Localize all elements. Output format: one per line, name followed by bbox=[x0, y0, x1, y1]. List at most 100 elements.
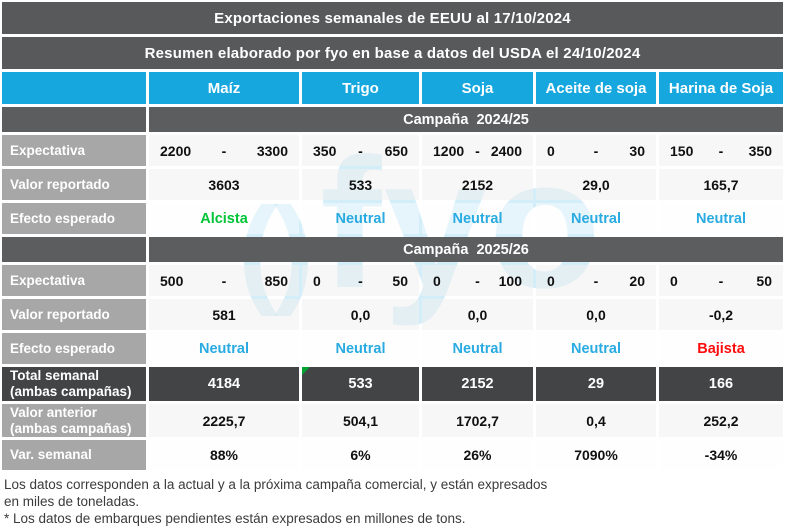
var-aceite: 7090% bbox=[536, 440, 656, 470]
expectativa-2024-maiz: 2200 - 3300 bbox=[149, 135, 299, 166]
expectativa-2024-aceite: 0 - 30 bbox=[536, 135, 656, 166]
range-min: 0 bbox=[433, 272, 441, 289]
anterior-harina: 252,2 bbox=[659, 404, 783, 437]
column-header-maiz: Maíz bbox=[149, 72, 299, 104]
efecto-2025-harina: Bajista bbox=[659, 333, 783, 364]
efecto-2025-maiz: Neutral bbox=[149, 333, 299, 364]
footnote-line: * Los datos de embarques pendientes está… bbox=[4, 510, 466, 526]
valor-2025-soja: 0,0 bbox=[422, 299, 533, 330]
range-max: 50 bbox=[756, 272, 772, 289]
range-min: 1200 bbox=[433, 142, 465, 159]
total-soja: 2152 bbox=[422, 367, 533, 401]
expectativa-2024-trigo: 350 - 650 bbox=[302, 135, 419, 166]
valor-2025-aceite: 0,0 bbox=[536, 299, 656, 330]
range-sep: - bbox=[475, 142, 480, 159]
efecto-2024-soja: Neutral bbox=[422, 203, 533, 234]
valor-2024-aceite: 29,0 bbox=[536, 169, 656, 200]
range-sep: - bbox=[221, 142, 227, 159]
valor-2024-soja: 2152 bbox=[422, 169, 533, 200]
valor-2024-trigo: 533 bbox=[302, 169, 419, 200]
corner-header-cell bbox=[2, 72, 146, 104]
expectativa-2024-harina: 150 - 350 bbox=[659, 135, 783, 166]
range-sep: - bbox=[358, 142, 363, 159]
expectativa-2025-maiz: 500 - 850 bbox=[149, 265, 299, 296]
row-label-expectativa-1: Expectativa bbox=[2, 135, 146, 166]
anterior-soja: 1702,7 bbox=[422, 404, 533, 437]
report-title: Exportaciones semanales de EEUU al 17/10… bbox=[2, 2, 783, 34]
efecto-2025-soja: Neutral bbox=[422, 333, 533, 364]
range-min: 0 bbox=[547, 272, 555, 289]
row-label-valor-reportado-2: Valor reportado bbox=[2, 299, 146, 330]
row-label-expectativa-2: Expectativa bbox=[2, 265, 146, 296]
range-sep: - bbox=[718, 142, 724, 159]
range-min: 0 bbox=[670, 272, 678, 289]
efecto-2025-trigo: Neutral bbox=[302, 333, 419, 364]
row-label-var-semanal: Var. semanal bbox=[2, 440, 146, 470]
range-max: 3300 bbox=[256, 142, 288, 159]
total-aceite: 29 bbox=[536, 367, 656, 401]
export-table: Exportaciones semanales de EEUU al 17/10… bbox=[2, 2, 783, 470]
efecto-2025-aceite: Neutral bbox=[536, 333, 656, 364]
efecto-2024-harina: Neutral bbox=[659, 203, 783, 234]
report-subtitle: Resumen elaborado por fyo en base a dato… bbox=[2, 37, 783, 69]
row-label-efecto-1: Efecto esperado bbox=[2, 203, 146, 234]
valor-2025-maiz: 581 bbox=[149, 299, 299, 330]
campaign-2-header: Campaña 2025/26 bbox=[149, 237, 783, 262]
expectativa-2024-soja: 1200 - 2400 bbox=[422, 135, 533, 166]
total-trigo-value: 533 bbox=[348, 376, 373, 392]
range-sep: - bbox=[593, 272, 599, 289]
range-min: 2200 bbox=[160, 142, 192, 159]
valor-2024-maiz: 3603 bbox=[149, 169, 299, 200]
var-soja: 26% bbox=[422, 440, 533, 470]
footnotes: Los datos corresponden a la actual y a l… bbox=[0, 472, 785, 528]
anterior-maiz: 2225,7 bbox=[149, 404, 299, 437]
valor-2024-harina: 165,7 bbox=[659, 169, 783, 200]
anterior-aceite: 0,4 bbox=[536, 404, 656, 437]
range-min: 350 bbox=[313, 142, 337, 159]
campaign-2-label-spacer bbox=[2, 237, 146, 262]
var-harina: -34% bbox=[659, 440, 783, 470]
range-min: 500 bbox=[160, 272, 184, 289]
range-max: 350 bbox=[748, 142, 772, 159]
range-sep: - bbox=[593, 142, 599, 159]
campaign-1-label-spacer bbox=[2, 107, 146, 132]
range-min: 150 bbox=[670, 142, 694, 159]
range-max: 100 bbox=[498, 272, 522, 289]
column-header-trigo: Trigo bbox=[302, 72, 419, 104]
row-label-efecto-2: Efecto esperado bbox=[2, 333, 146, 364]
range-max: 30 bbox=[629, 142, 645, 159]
range-max: 2400 bbox=[490, 142, 522, 159]
column-header-aceite: Aceite de soja bbox=[536, 72, 656, 104]
var-trigo: 6% bbox=[302, 440, 419, 470]
range-sep: - bbox=[221, 272, 227, 289]
range-min: 0 bbox=[547, 142, 555, 159]
row-label-valor-reportado-1: Valor reportado bbox=[2, 169, 146, 200]
range-sep: - bbox=[475, 272, 480, 289]
efecto-2024-trigo: Neutral bbox=[302, 203, 419, 234]
total-harina: 166 bbox=[659, 367, 783, 401]
expectativa-2025-trigo: 0 - 50 bbox=[302, 265, 419, 296]
row-label-valor-anterior: Valor anterior (ambas campañas) bbox=[2, 404, 146, 437]
cell-note-marker bbox=[302, 367, 310, 375]
range-max: 850 bbox=[264, 272, 288, 289]
expectativa-2025-aceite: 0 - 20 bbox=[536, 265, 656, 296]
campaign-1-header: Campaña 2024/25 bbox=[149, 107, 783, 132]
range-max: 50 bbox=[392, 272, 408, 289]
row-label-total-semanal: Total semanal (ambas campañas) bbox=[2, 367, 146, 401]
efecto-2024-aceite: Neutral bbox=[536, 203, 656, 234]
valor-2025-trigo: 0,0 bbox=[302, 299, 419, 330]
range-max: 20 bbox=[629, 272, 645, 289]
range-min: 0 bbox=[313, 272, 321, 289]
total-maiz: 4184 bbox=[149, 367, 299, 401]
efecto-2024-maiz: Alcista bbox=[149, 203, 299, 234]
total-trigo: 533 bbox=[302, 367, 419, 401]
footnote-line: Los datos corresponden a la actual y a l… bbox=[4, 477, 548, 492]
anterior-trigo: 504,1 bbox=[302, 404, 419, 437]
column-header-soja: Soja bbox=[422, 72, 533, 104]
range-sep: - bbox=[718, 272, 724, 289]
expectativa-2025-soja: 0 - 100 bbox=[422, 265, 533, 296]
range-max: 650 bbox=[384, 142, 408, 159]
valor-2025-harina: -0,2 bbox=[659, 299, 783, 330]
var-maiz: 88% bbox=[149, 440, 299, 470]
